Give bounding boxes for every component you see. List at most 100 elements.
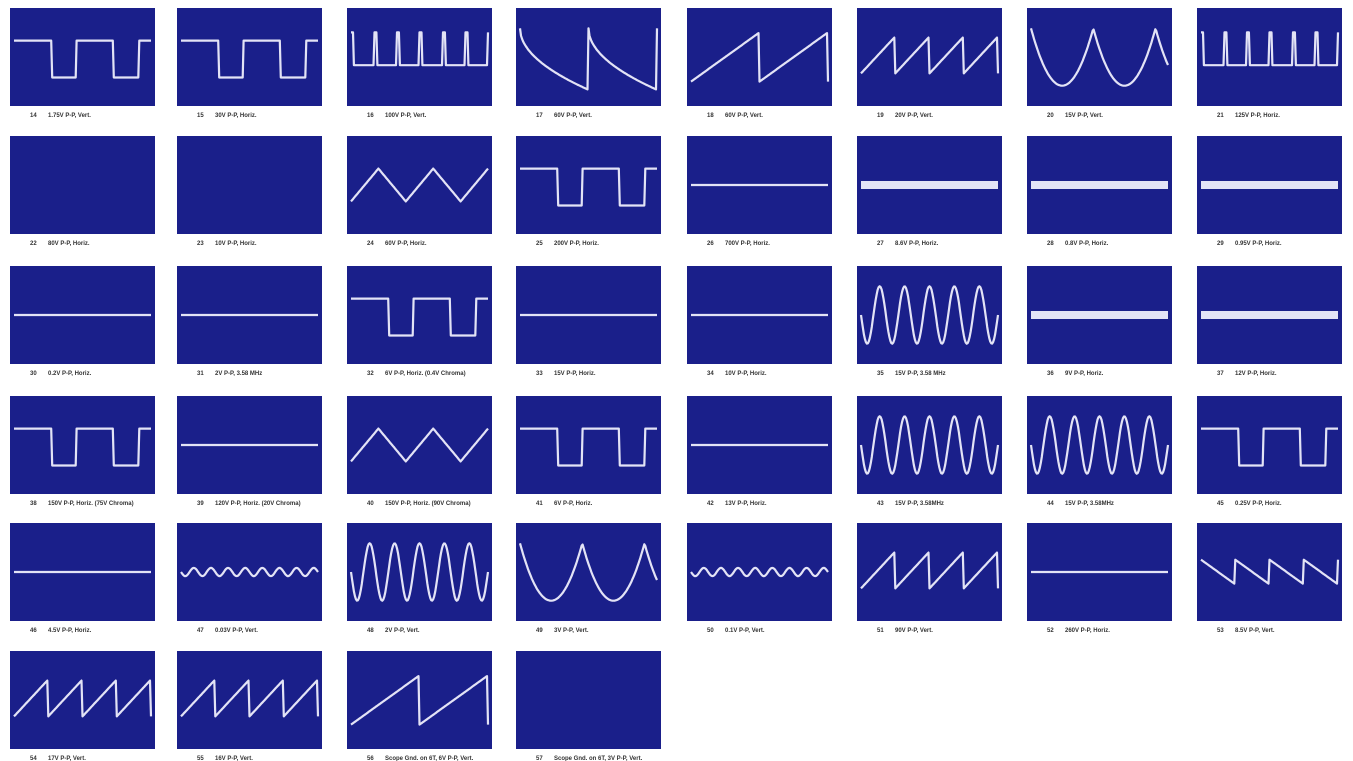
panel-caption: 700V P-P, Horiz. bbox=[725, 241, 770, 247]
panel-caption: 2V P-P, 3.58 MHz bbox=[215, 371, 262, 377]
waveform-panel: 50 0.1V P-P, Vert. bbox=[687, 523, 832, 634]
panel-number: 48 bbox=[367, 628, 374, 634]
panel-caption: 4.5V P-P, Horiz. bbox=[48, 628, 92, 634]
waveform-panel: 45 0.25V P-P, Horiz. bbox=[1197, 396, 1342, 507]
waveform-trace bbox=[350, 31, 490, 67]
panel-caption: 0.1V P-P, Vert. bbox=[725, 628, 765, 634]
panel-number: 35 bbox=[877, 371, 884, 377]
panel-number: 42 bbox=[707, 501, 714, 507]
waveform-trace bbox=[1200, 427, 1339, 467]
panel-number: 15 bbox=[197, 113, 204, 119]
waveform-panel: 43 15V P-P, 3.58MHz bbox=[857, 396, 1002, 507]
panel-caption: 150V P-P, Horiz. (90V Chroma) bbox=[385, 501, 471, 507]
scope-screen bbox=[10, 136, 155, 234]
panel-number: 44 bbox=[1047, 501, 1054, 507]
panel-number: 17 bbox=[536, 113, 543, 119]
waveform-panel: 22 80V P-P, Horiz. bbox=[10, 136, 155, 247]
scope-screen bbox=[857, 266, 1002, 364]
panel-caption: 100V P-P, Vert. bbox=[385, 113, 427, 119]
scope-screen bbox=[177, 8, 322, 106]
waveform-trace bbox=[519, 427, 658, 467]
panel-number: 56 bbox=[367, 756, 374, 761]
panel-number: 47 bbox=[197, 628, 204, 634]
waveform-panel: 26 700V P-P, Horiz. bbox=[687, 136, 832, 247]
scope-screen bbox=[857, 396, 1002, 494]
panel-number: 23 bbox=[197, 241, 204, 247]
waveform-trace bbox=[860, 36, 1000, 75]
panel-number: 55 bbox=[197, 756, 204, 761]
waveform-panel: 54 17V P-P, Vert. bbox=[10, 651, 155, 761]
panel-caption: 20V P-P, Vert. bbox=[895, 113, 933, 119]
panel-number: 14 bbox=[30, 113, 37, 119]
panel-caption: 0.8V P-P, Horiz. bbox=[1065, 241, 1109, 247]
scope-screen bbox=[1197, 396, 1342, 494]
panel-number: 27 bbox=[877, 241, 884, 247]
waveform-panel: 19 20V P-P, Vert. bbox=[857, 8, 1002, 119]
scope-screen bbox=[516, 396, 661, 494]
waveform-trace bbox=[860, 551, 1000, 590]
panel-number: 43 bbox=[877, 501, 884, 507]
panel-number: 20 bbox=[1047, 113, 1054, 119]
panel-caption: Scope Gnd. on 6T, 6V P-P, Vert. bbox=[385, 756, 474, 761]
waveform-panel: 33 15V P-P, Horiz. bbox=[516, 266, 661, 377]
panel-caption: 200V P-P, Horiz. bbox=[554, 241, 599, 247]
panel-caption: 9V P-P, Horiz. bbox=[1065, 371, 1104, 377]
waveform-panel: 48 2V P-P, Vert. bbox=[347, 523, 492, 634]
panel-number: 21 bbox=[1217, 113, 1224, 119]
waveform-panel: 14 1.75V P-P, Vert. bbox=[10, 8, 155, 119]
waveform-trace bbox=[180, 679, 320, 718]
panel-number: 22 bbox=[30, 241, 37, 247]
panel-caption: 125V P-P, Horiz. bbox=[1235, 113, 1280, 119]
panel-number: 52 bbox=[1047, 628, 1054, 634]
waveform-trace bbox=[1029, 28, 1170, 87]
waveform-trace bbox=[350, 297, 489, 337]
waveform-trace bbox=[690, 566, 829, 578]
waveform-panel: 17 60V P-P, Vert. bbox=[516, 8, 661, 119]
waveform-trace bbox=[1200, 31, 1340, 67]
scope-screen bbox=[347, 266, 492, 364]
panel-caption: Scope Gnd. on 6T, 3V P-P, Vert. bbox=[554, 756, 643, 761]
scope-screen bbox=[516, 136, 661, 234]
panel-caption: 2V P-P, Vert. bbox=[385, 628, 420, 634]
waveform-panel: 25 200V P-P, Horiz. bbox=[516, 136, 661, 247]
waveform-panel: 49 3V P-P, Vert. bbox=[516, 523, 661, 634]
panel-number: 32 bbox=[367, 371, 374, 377]
waveform-trace bbox=[350, 427, 489, 463]
panel-number: 28 bbox=[1047, 241, 1054, 247]
waveform-panel: 55 16V P-P, Vert. bbox=[177, 651, 322, 761]
panel-caption: 8.5V P-P, Vert. bbox=[1235, 628, 1275, 634]
panel-caption: 90V P-P, Vert. bbox=[895, 628, 933, 634]
waveform-panel: 21 125V P-P, Horiz. bbox=[1197, 8, 1342, 119]
waveform-trace bbox=[350, 167, 489, 203]
panel-number: 40 bbox=[367, 501, 374, 507]
waveform-panel: 18 60V P-P, Vert. bbox=[687, 8, 832, 119]
panel-number: 33 bbox=[536, 371, 543, 377]
scope-screen bbox=[347, 523, 492, 621]
panel-caption: 60V P-P, Vert. bbox=[554, 113, 592, 119]
panel-caption: 3V P-P, Vert. bbox=[554, 628, 589, 634]
panel-caption: 0.95V P-P, Horiz. bbox=[1235, 241, 1282, 247]
waveform-trace bbox=[350, 675, 490, 726]
waveform-panel: 23 10V P-P, Horiz. bbox=[177, 136, 322, 247]
waveform-panel: 38 150V P-P, Horiz. (75V Chroma) bbox=[10, 396, 155, 507]
waveform-panel: 41 6V P-P, Horiz. bbox=[516, 396, 661, 507]
waveform-trace bbox=[13, 39, 152, 79]
waveform-panel: 30 0.2V P-P, Horiz. bbox=[10, 266, 155, 377]
panel-caption: 13V P-P, Horiz. bbox=[725, 501, 767, 507]
scope-screen bbox=[10, 396, 155, 494]
panel-caption: 15V P-P, 3.58MHz bbox=[895, 501, 944, 507]
waveform-panel: 51 90V P-P, Vert. bbox=[857, 523, 1002, 634]
panel-number: 34 bbox=[707, 371, 714, 377]
waveform-panel: 39 120V P-P, Horiz. (20V Chroma) bbox=[177, 396, 322, 507]
panel-number: 16 bbox=[367, 113, 374, 119]
scope-screen bbox=[1027, 8, 1172, 106]
panel-number: 18 bbox=[707, 113, 714, 119]
waveform-trace bbox=[13, 679, 153, 718]
panel-caption: 120V P-P, Horiz. (20V Chroma) bbox=[215, 501, 301, 507]
panel-number: 41 bbox=[536, 501, 543, 507]
panel-caption: 260V P-P, Horiz. bbox=[1065, 628, 1110, 634]
panel-caption: 15V P-P, Horiz. bbox=[554, 371, 596, 377]
panel-number: 39 bbox=[197, 501, 204, 507]
waveform-trace bbox=[1200, 558, 1340, 585]
